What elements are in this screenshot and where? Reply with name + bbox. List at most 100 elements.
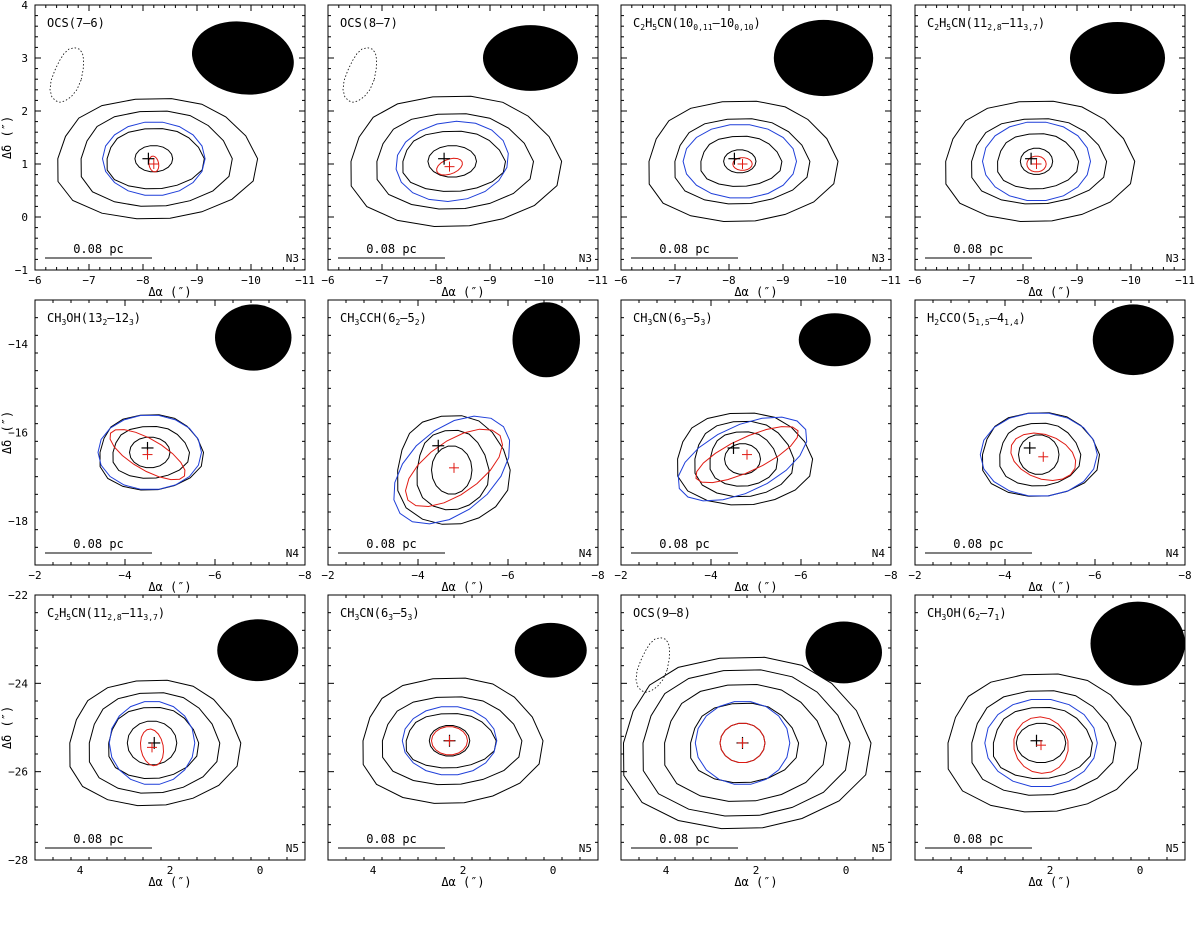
panel-title: CH3OH(62–71) xyxy=(927,606,1007,622)
x-tick-label: −4 xyxy=(118,569,132,582)
contour-level xyxy=(642,669,851,817)
x-axis-label: Δα (″) xyxy=(734,285,777,299)
contour-level xyxy=(971,690,1117,796)
x-tick-label: −7 xyxy=(962,274,975,287)
y-axis-label: Δδ (″) xyxy=(0,116,14,159)
x-axis-label: Δα (″) xyxy=(1028,580,1071,594)
scale-bar-label: 0.08 pc xyxy=(659,832,710,846)
gaussian-fit-ellipse xyxy=(97,414,203,490)
contour-level xyxy=(674,118,811,205)
fit-center-marker xyxy=(742,449,752,460)
scale-bar-label: 0.08 pc xyxy=(953,537,1004,551)
contour-level xyxy=(108,706,200,780)
x-tick-label: 2 xyxy=(1047,864,1054,877)
y-tick-label: 4 xyxy=(21,0,28,12)
panel-frame xyxy=(620,299,892,566)
contour-level xyxy=(134,145,174,173)
deconvolved-fit-ellipse xyxy=(139,728,165,767)
contour-level xyxy=(428,725,471,757)
y-tick-label: −24 xyxy=(8,677,28,690)
scale-bar-label: 0.08 pc xyxy=(73,537,124,551)
panel: C2H5CN(112,8–113,7) N3 0.08 pc −6 −7 −8 −9 −10 −… xyxy=(908,4,1195,299)
x-tick-label: −8 xyxy=(136,274,149,287)
fit-center-marker xyxy=(449,462,459,473)
contour-level xyxy=(88,692,221,794)
x-tick-label: −11 xyxy=(295,274,315,287)
peak-position-marker xyxy=(142,152,155,165)
gaussian-fit-ellipse xyxy=(108,701,196,785)
deconvolved-fit-ellipse xyxy=(430,726,469,756)
y-tick-label: −22 xyxy=(8,589,28,602)
field-label: N5 xyxy=(579,842,592,855)
peak-position-marker xyxy=(1025,152,1038,165)
deconvolved-fit-ellipse xyxy=(719,722,766,763)
panel-frame xyxy=(34,594,306,861)
y-tick-label: −26 xyxy=(8,766,28,779)
peak-position-marker xyxy=(432,439,445,452)
field-label: N4 xyxy=(579,547,593,560)
field-label: N4 xyxy=(1166,547,1180,560)
x-tick-label: −2 xyxy=(321,569,334,582)
fit-center-marker xyxy=(147,742,157,753)
x-tick-label: −8 xyxy=(429,274,442,287)
contour-level xyxy=(992,706,1093,780)
beam-ellipse xyxy=(1090,601,1185,686)
scale-bar-label: 0.08 pc xyxy=(953,242,1004,256)
field-label: N3 xyxy=(286,252,299,265)
x-tick-label: −6 xyxy=(908,274,921,287)
contour-level xyxy=(405,713,497,769)
x-tick-label: 0 xyxy=(257,864,264,877)
x-tick-label: 0 xyxy=(550,864,557,877)
gaussian-fit-ellipse xyxy=(395,120,509,203)
x-tick-label: 0 xyxy=(843,864,850,877)
x-axis-label: Δα (″) xyxy=(1028,285,1071,299)
panel-frame xyxy=(327,4,599,271)
peak-position-marker xyxy=(727,441,740,454)
contour-level xyxy=(947,673,1143,813)
x-axis-label: Δα (″) xyxy=(148,875,191,889)
gaussian-fit-ellipse xyxy=(401,706,498,776)
y-tick-label: 1 xyxy=(21,158,28,171)
contour-level xyxy=(112,425,191,479)
contour-level xyxy=(664,683,828,802)
contour-level xyxy=(694,420,795,498)
panel: CH3OH(132–123) N4 0.08 pc −2 −4 −6 −8 Δα (″) −14… xyxy=(0,299,312,594)
x-tick-label: −4 xyxy=(704,569,718,582)
x-tick-label: −11 xyxy=(588,274,608,287)
panel: OCS(9–8) N5 0.08 pc 4 2 0 Δα (″) xyxy=(620,594,892,889)
panel-frame xyxy=(34,299,306,566)
deconvolved-fit-ellipse xyxy=(1026,155,1047,173)
contour-level xyxy=(648,100,839,223)
contour-level xyxy=(397,415,511,525)
field-label: N3 xyxy=(872,252,885,265)
contour-level xyxy=(723,443,762,475)
panel: CH3OH(62–71) N5 0.08 pc 4 2 0 Δα (″) xyxy=(914,594,1186,889)
deconvolved-fit-ellipse xyxy=(1013,716,1069,774)
x-tick-label: −6 xyxy=(794,569,807,582)
x-tick-label: −9 xyxy=(483,274,496,287)
contour-level xyxy=(416,429,490,511)
y-axis-label: Δδ (″) xyxy=(0,706,14,749)
x-tick-label: 4 xyxy=(663,864,670,877)
contour-level xyxy=(126,720,178,766)
contour-level xyxy=(945,100,1136,223)
fit-center-marker xyxy=(444,735,455,746)
contour-level xyxy=(106,128,205,190)
beam-ellipse xyxy=(215,304,292,371)
negative-contour xyxy=(342,47,378,103)
panel-frame xyxy=(914,4,1186,271)
panel-frame xyxy=(34,4,306,271)
x-tick-label: −6 xyxy=(501,569,514,582)
scale-bar-label: 0.08 pc xyxy=(953,832,1004,846)
panel-frame xyxy=(620,594,892,861)
x-tick-label: −10 xyxy=(1121,274,1141,287)
contour-level xyxy=(57,98,259,220)
x-axis-label: Δα (″) xyxy=(441,875,484,889)
panel: CH3CN(63–53) N4 0.08 pc −2 −4 −6 −8 Δα (″) xyxy=(614,299,898,594)
panel-title: OCS(8–7) xyxy=(340,16,398,30)
deconvolved-fit-ellipse xyxy=(732,157,753,171)
deconvolved-fit-ellipse xyxy=(1010,432,1077,482)
gaussian-fit-ellipse xyxy=(677,416,808,502)
